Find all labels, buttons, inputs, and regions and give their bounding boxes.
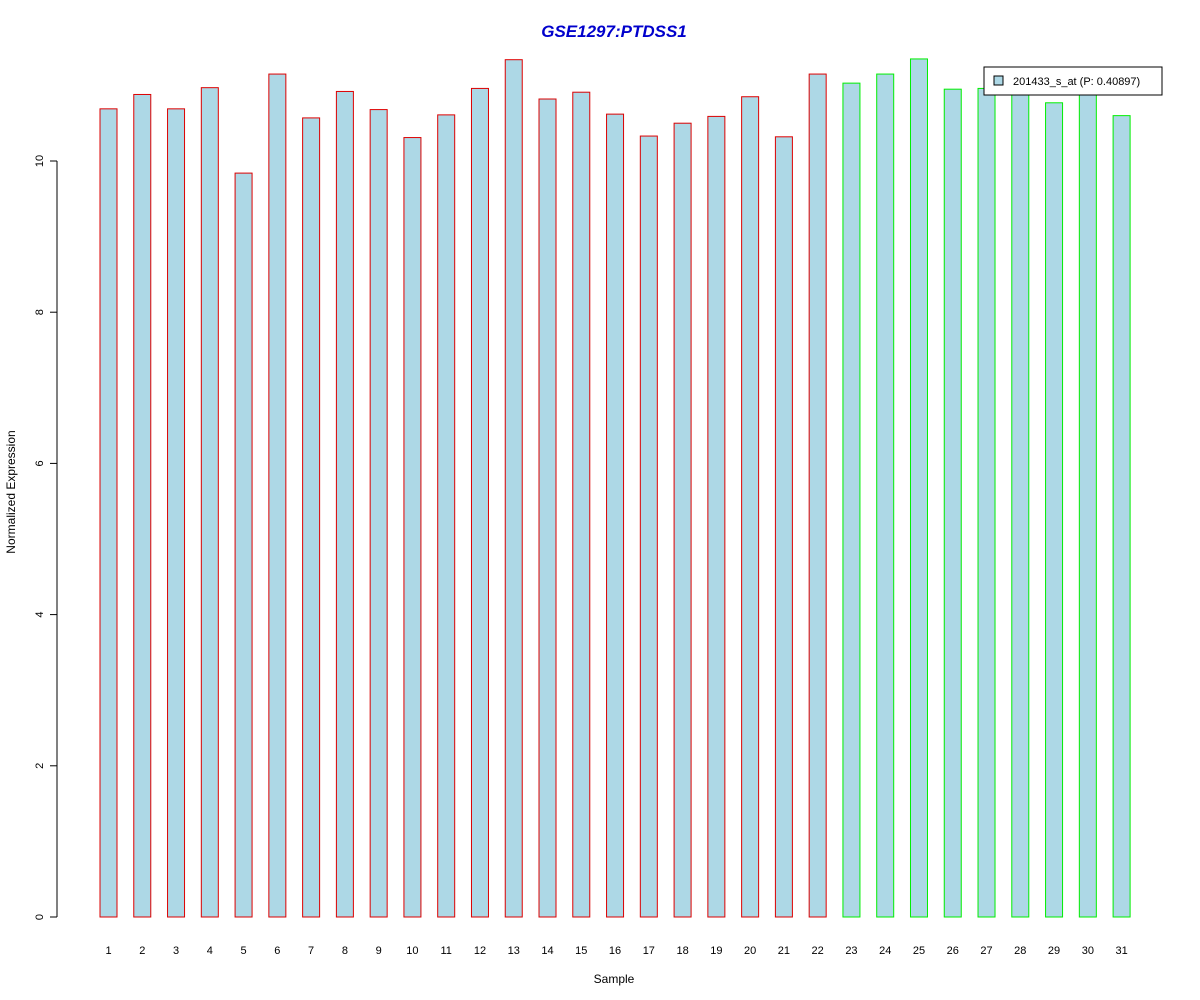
y-axis-tick-label: 2	[34, 763, 46, 769]
bar-sample-29	[1045, 102, 1064, 918]
bar-sample-10	[403, 137, 422, 918]
bar-sample-4	[200, 87, 219, 918]
y-axis-tick-label: 0	[34, 914, 46, 920]
y-axis-tick-label: 4	[34, 612, 46, 618]
bar-sample-18	[673, 122, 692, 918]
bar-sample-15	[572, 91, 591, 918]
x-axis-tick-label: 3	[173, 945, 179, 957]
x-axis-tick-label: 26	[947, 945, 959, 957]
x-axis-tick-label: 15	[575, 945, 587, 957]
x-axis-tick-label: 11	[440, 945, 451, 957]
x-axis-tick-label: 21	[778, 945, 790, 957]
y-axis-title: Normalized Expression	[4, 430, 18, 553]
x-axis-tick-label: 4	[207, 945, 213, 957]
bar-sample-30	[1078, 93, 1097, 918]
x-axis-tick-label: 31	[1115, 945, 1127, 957]
chart-title: GSE1297:PTDSS1	[541, 22, 687, 41]
bar-sample-6	[268, 73, 287, 918]
x-axis-tick-label: 25	[913, 945, 925, 957]
x-axis-tick-label: 6	[274, 945, 280, 957]
bar-sample-3	[167, 108, 186, 918]
x-axis-tick-label: 7	[308, 945, 314, 957]
bars	[99, 58, 1131, 918]
x-axis-tick-label: 23	[845, 945, 857, 957]
bar-sample-16	[606, 113, 625, 918]
x-axis-tick-label: 9	[376, 945, 382, 957]
bar-sample-28	[1011, 91, 1030, 918]
x-axis-tick-label: 1	[105, 945, 111, 957]
bar-sample-14	[538, 98, 557, 918]
x-axis-tick-label: 28	[1014, 945, 1026, 957]
x-axis-tick-label: 8	[342, 945, 348, 957]
bar-sample-24	[876, 73, 895, 918]
bar-sample-12	[470, 87, 489, 918]
bar-sample-27	[977, 87, 996, 918]
x-axis-tick-label: 13	[508, 945, 520, 957]
bar-sample-13	[504, 59, 523, 918]
legend-label: 201433_s_at (P: 0.40897)	[1013, 76, 1140, 88]
bar-sample-31	[1112, 115, 1131, 918]
legend-box	[983, 66, 1163, 96]
x-axis-tick-label: 19	[710, 945, 722, 957]
bar-sample-17	[639, 135, 658, 918]
y-axis-tick-label: 8	[34, 309, 46, 315]
bar-sample-7	[302, 117, 321, 918]
x-axis-tick-label: 14	[541, 945, 553, 957]
x-axis-tick-label: 2	[139, 945, 145, 957]
x-axis-tick-label: 17	[643, 945, 655, 957]
x-axis-tick-label: 12	[474, 945, 486, 957]
x-axis-tick-label: 27	[980, 945, 992, 957]
x-axis-tick-label: 5	[241, 945, 247, 957]
x-axis-tick-label: 24	[879, 945, 891, 957]
bar-sample-19	[707, 115, 726, 918]
bar-sample-11	[437, 114, 456, 918]
x-axis-tick-label: 16	[609, 945, 621, 957]
bar-sample-8	[335, 90, 354, 918]
bar-sample-26	[943, 88, 962, 918]
x-axis-tick-label: 22	[812, 945, 824, 957]
bar-sample-1	[99, 108, 118, 918]
x-axis-tick-label: 20	[744, 945, 756, 957]
x-axis-tick-label: 10	[406, 945, 418, 957]
legend-swatch	[993, 75, 1004, 86]
x-axis-tick-label: 18	[676, 945, 688, 957]
bar-sample-20	[741, 96, 760, 918]
bar-sample-23	[842, 82, 861, 918]
y-axis: 0 2 4 6 8 10	[34, 155, 58, 920]
x-axis-tick-labels: 1 2 3 4 5 6 7 8 9 10 11 12 13 14 15 16 17 18 19 20 21 22 23 24 2…	[105, 945, 1127, 957]
x-axis-tick-label: 30	[1082, 945, 1094, 957]
x-axis-title: Sample	[594, 972, 635, 986]
bar-sample-9	[369, 109, 388, 918]
bar-sample-21	[774, 136, 793, 918]
bar-sample-2	[133, 93, 152, 918]
bar-sample-25	[909, 58, 928, 918]
y-axis-tick-label: 10	[34, 155, 46, 167]
x-axis-tick-label: 29	[1048, 945, 1060, 957]
bar-sample-22	[808, 73, 827, 918]
bar-sample-5	[234, 172, 253, 918]
y-axis-tick-label: 6	[34, 460, 46, 466]
legend: 201433_s_at (P: 0.40897)	[983, 66, 1163, 96]
